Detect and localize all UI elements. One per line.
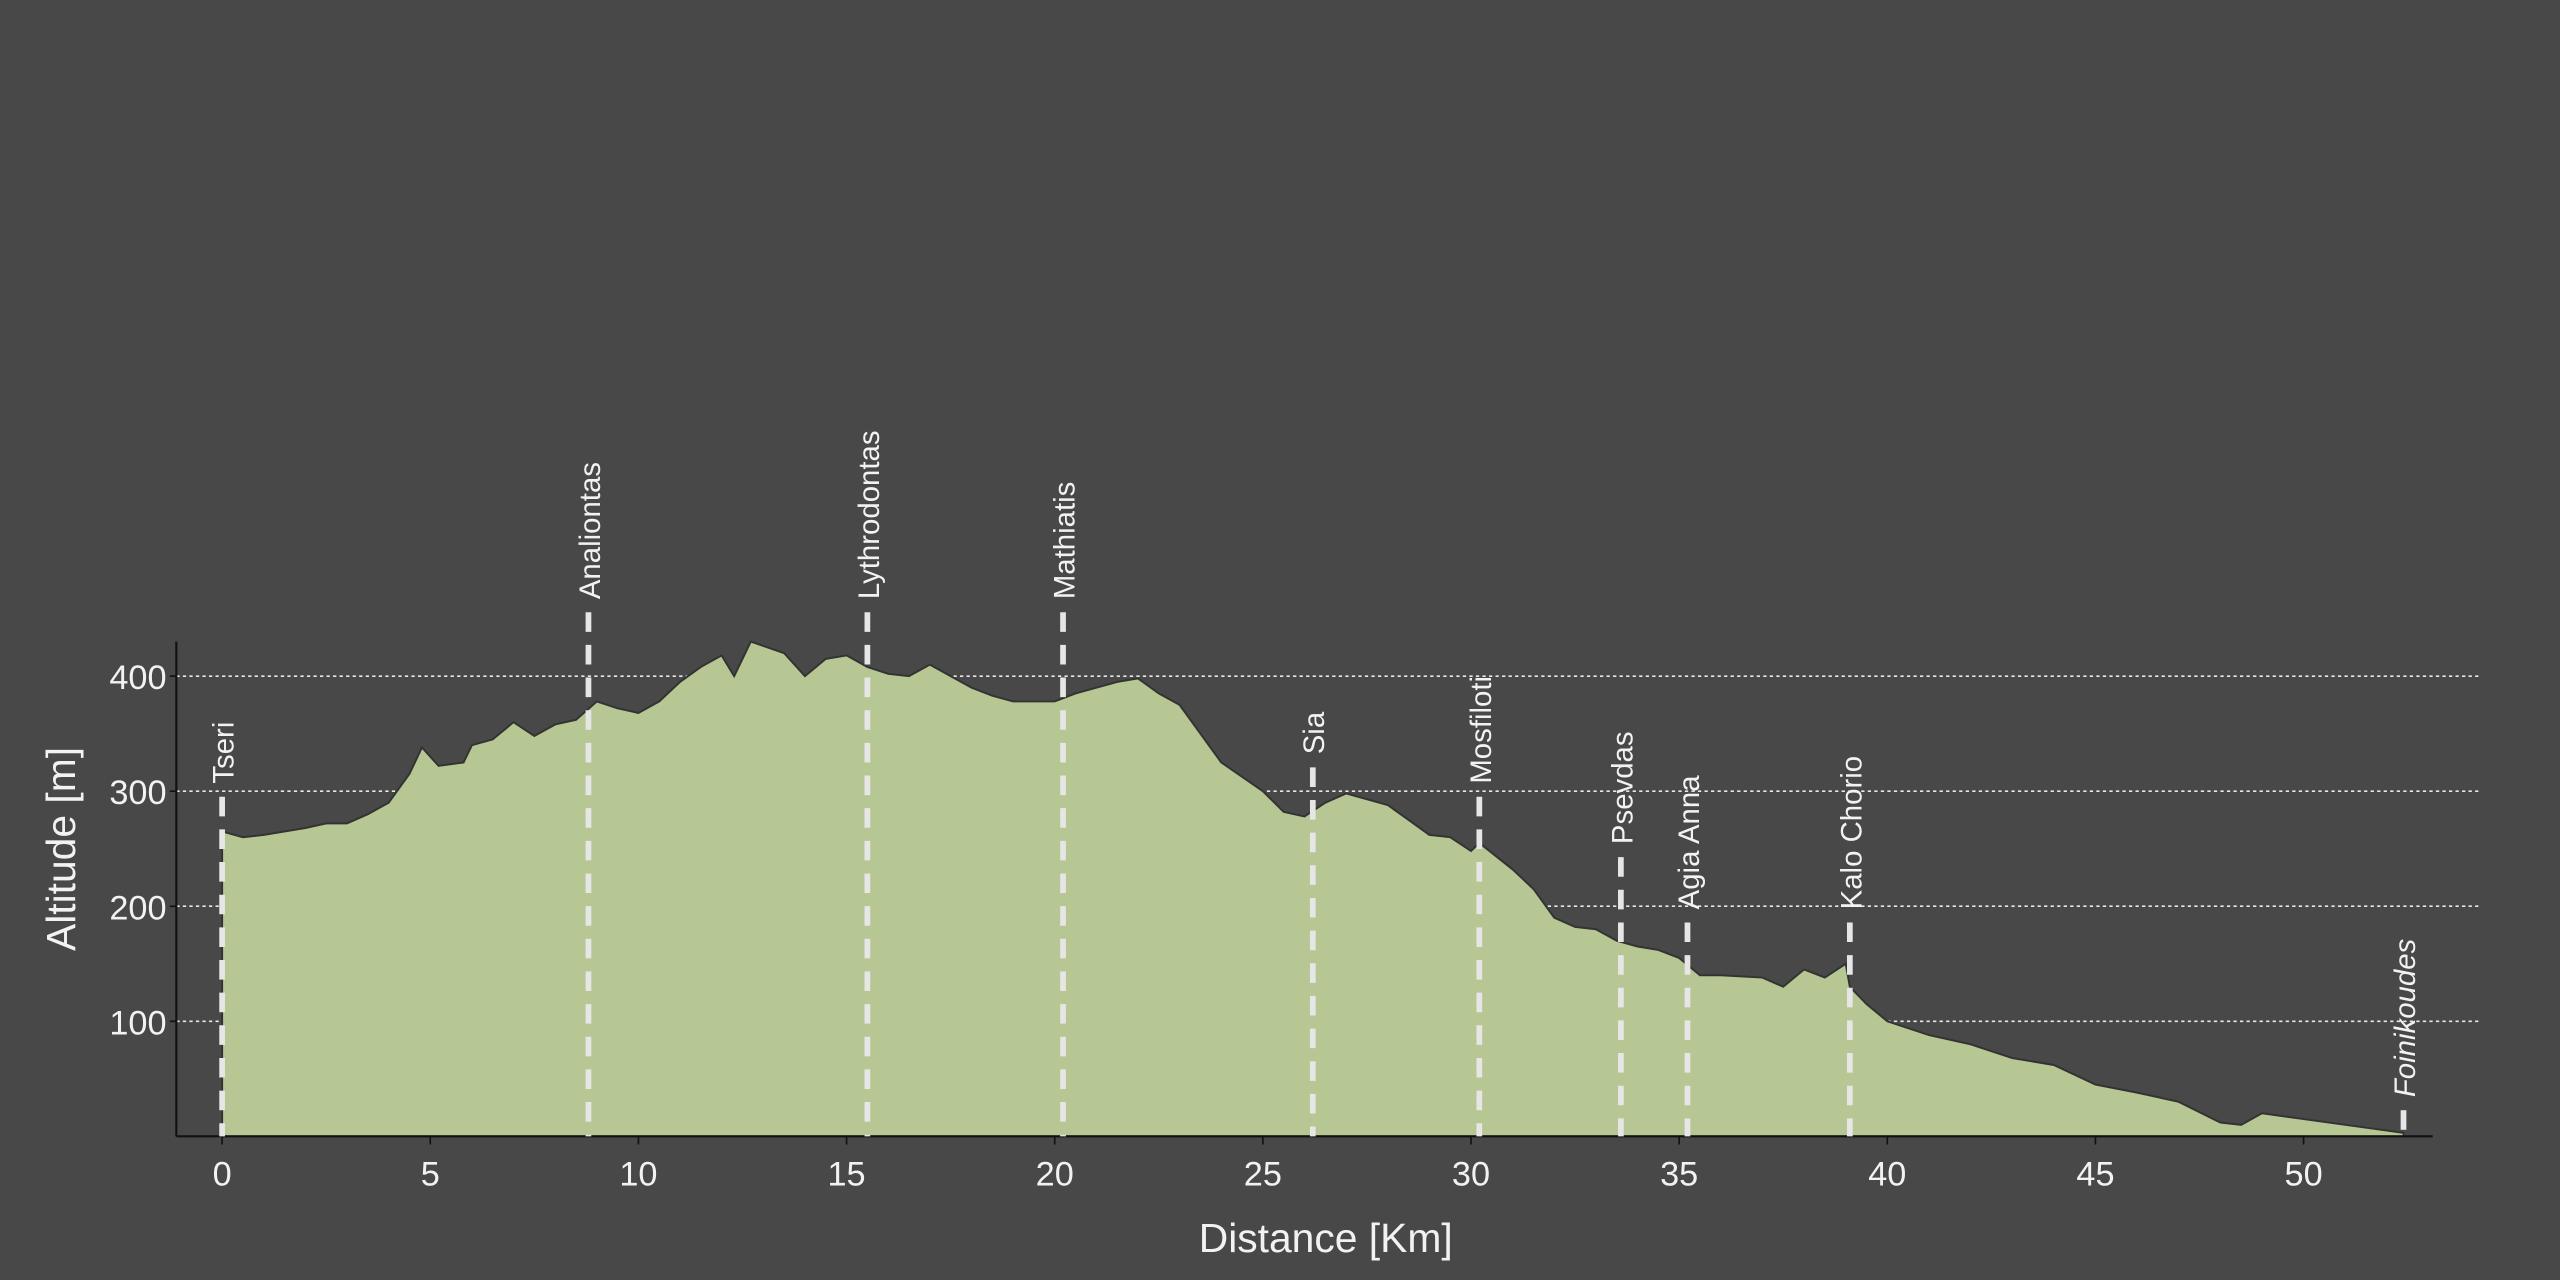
waypoint-label: Mathiatis <box>1048 482 1081 600</box>
waypoint-label: Kalo Chorio <box>1835 756 1868 910</box>
x-tick-label: 35 <box>1660 1155 1698 1193</box>
waypoint-label: Analiontas <box>574 462 607 599</box>
x-tick-label: 0 <box>213 1155 232 1193</box>
x-tick-label: 5 <box>421 1155 440 1193</box>
x-tick-label: 45 <box>2076 1155 2114 1193</box>
waypoint-label: Foinikoudes <box>2389 938 2422 1097</box>
elevation-area <box>221 640 2405 1138</box>
x-tick-label: 40 <box>1868 1155 1906 1193</box>
x-tick-label: 15 <box>828 1155 866 1193</box>
waypoint-label: Tseri <box>208 722 241 784</box>
waypoint-label: Lythrodontas <box>853 430 886 599</box>
y-tick-label: 200 <box>109 889 166 927</box>
y-axis-label: Altitude [m] <box>38 747 84 951</box>
waypoint-label: Sia <box>1298 711 1331 754</box>
x-tick-label: 50 <box>2285 1155 2323 1193</box>
x-tick-label: 25 <box>1244 1155 1282 1193</box>
x-tick-label: 10 <box>619 1155 657 1193</box>
waypoint-label: Psevdas <box>1606 731 1639 844</box>
waypoint-label: Mosfiloti <box>1465 676 1498 784</box>
x-axis-label: Distance [Km] <box>1199 1215 1453 1261</box>
y-tick-label: 100 <box>109 1004 166 1042</box>
y-tick-label: 300 <box>109 774 166 812</box>
x-tick-label: 30 <box>1452 1155 1490 1193</box>
y-tick-label: 400 <box>109 659 166 697</box>
x-tick-label: 20 <box>1036 1155 1074 1193</box>
waypoint-label: Agia Anna <box>1673 775 1706 910</box>
